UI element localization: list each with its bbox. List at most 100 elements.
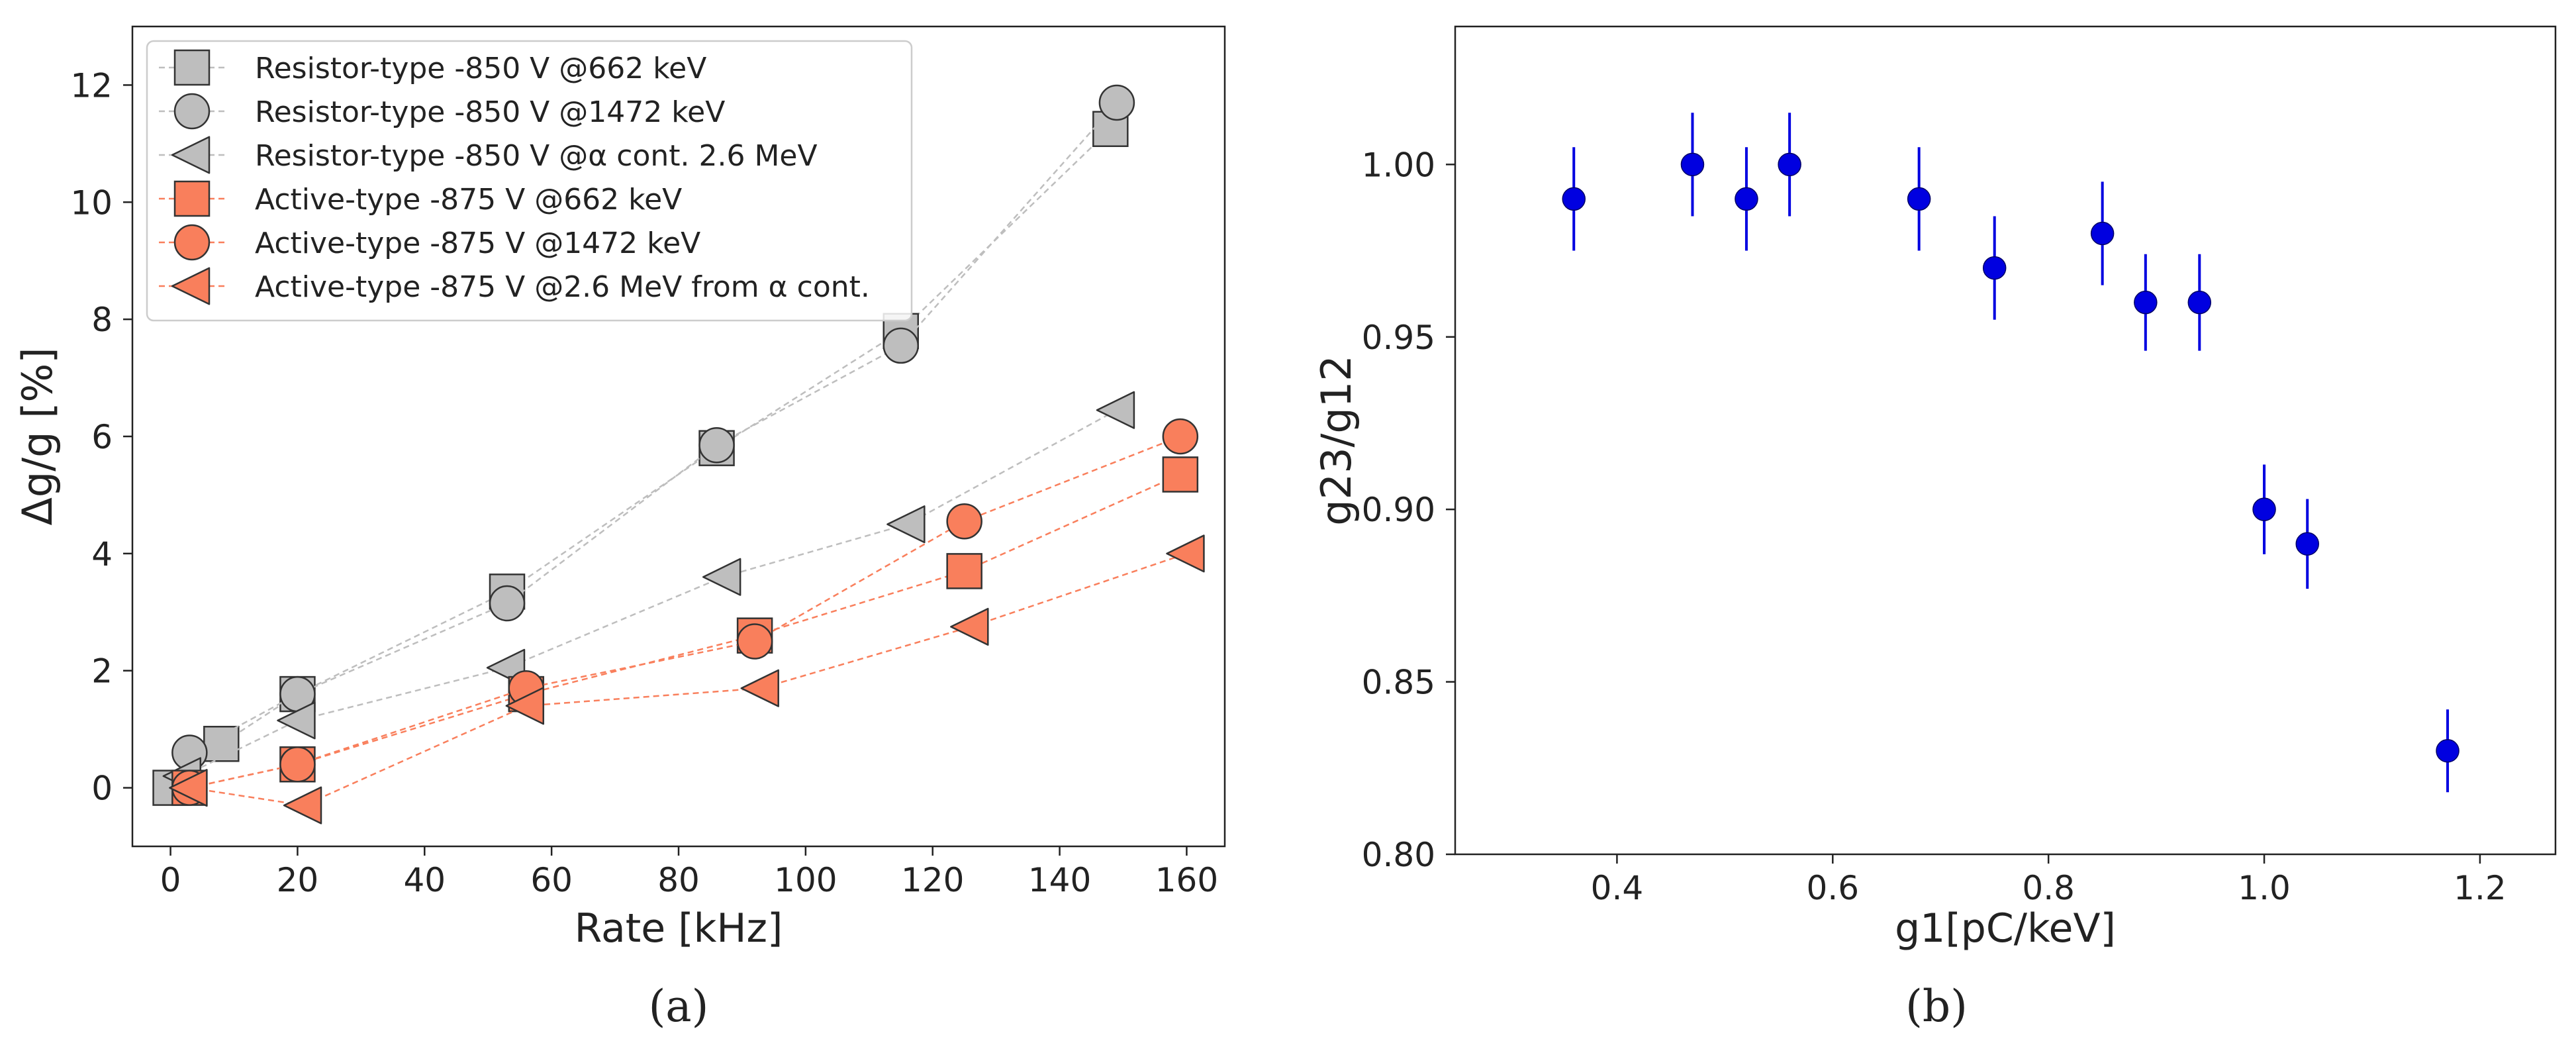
legend-label: Active-type -875 V @662 keV [255,183,682,217]
y-tick-label-b: 0.85 [1362,664,1435,702]
series-line-4 [189,435,1181,789]
data-point-7 [2134,290,2158,315]
y-tick-label-a: 0 [91,770,113,808]
data-point-11 [2436,739,2459,763]
series-gain-ratio [1562,113,2459,793]
y-axis-label-b: g23/g12 [1312,355,1360,525]
legend-label: Resistor-type -850 V @α cont. 2.6 MeV [255,139,818,173]
y-tick-label-b: 0.90 [1362,491,1435,529]
data-point-1-2 [489,585,526,622]
y-tick-label-b: 1.00 [1362,146,1435,184]
legend-marker [173,49,211,86]
x-tick-label-a: 0 [160,861,181,899]
y-tick-label-a: 12 [70,66,113,105]
legend-a: Resistor-type -850 V @662 keV Resistor-ty… [146,40,913,322]
data-point-3-4 [946,553,982,589]
y-tick-label-a: 2 [91,652,113,691]
data-point-3-5 [1162,456,1199,493]
legend-entry-resistor-type-850-v-662-kev: Resistor-type -850 V @662 keV [159,49,706,86]
y-tick-label-b: 0.80 [1362,836,1435,874]
x-tick-label-a: 100 [774,861,837,899]
data-point-1-5 [1098,84,1135,121]
legend-entry-active-type-875-v-662-kev: Active-type -875 V @662 keV [159,180,682,217]
y-axis-label-a: Δg/g [%] [13,347,62,525]
data-point-0-1 [203,726,240,762]
panel-a-rate-dependence: 0 20 40 60 80 100 120 140 160 0 2 4 6 8 10 12 Rate [kHz]… [13,25,1226,1032]
legend-marker [173,180,211,217]
data-point-2-4 [886,505,926,544]
data-point-5-5 [1166,534,1205,573]
legend-entry-resistor-type-850-v-1472-kev: Resistor-type -850 V @1472 keV [159,93,725,130]
x-axis-label-b: g1[pC/keV] [1895,905,2116,952]
data-point-2-1 [277,701,316,740]
x-axis-label-a: Rate [kHz] [575,905,783,952]
legend-marker [173,93,211,130]
data-point-2-5 [1096,391,1135,429]
panel-label-b: (b) [1905,981,1968,1032]
data-point-4-5 [1162,418,1199,455]
data-point-5-0 [169,769,208,807]
data-point-4-1 [279,746,316,783]
legend-label: Active-type -875 V @2.6 MeV from α cont. [255,270,870,304]
legend-label: Active-type -875 V @1472 keV [255,226,700,260]
series-resistor-type-850-v-cont-2-6-mev [162,391,1135,795]
legend-entry-resistor-type-850-v-cont-2-6-mev: Resistor-type -850 V @α cont. 2.6 MeV [159,136,818,174]
data-point-1 [1680,152,1705,177]
x-tick-label-a: 20 [277,861,319,899]
x-tick-label-a: 160 [1155,861,1218,899]
panel-label-a: (a) [649,981,709,1032]
data-point-5-2 [505,687,545,725]
y-tick-label-a: 4 [91,535,113,574]
data-point-5-1 [283,786,322,825]
legend-marker [171,267,211,305]
legend-box [146,40,913,322]
data-point-4-4 [946,503,982,540]
data-point-5 [1982,256,2007,280]
x-tick-label-a: 80 [657,861,700,899]
series-line-3 [189,474,1181,789]
x-tick-label-b: 0.4 [1591,869,1644,907]
x-tick-label-a: 140 [1028,861,1091,899]
series-line-1 [189,102,1118,754]
panel-b-gain-ratio: 0.4 0.6 0.8 1.0 1.2 0.80 0.85 0.90 0.95 1.00 g1[pC… [1312,25,2557,1032]
plot-frame-b [1454,25,2557,856]
series-active-type-875-v-2-6-mev-from-cont [169,534,1205,825]
legend-label: Resistor-type -850 V @1472 keV [255,95,725,129]
y-tick-label-b: 0.95 [1362,319,1435,357]
data-point-1-4 [883,327,920,364]
x-tick-label-b: 0.8 [2022,869,2075,907]
x-tick-label-b: 1.2 [2454,869,2506,907]
data-point-4 [1907,187,1931,211]
y-tick-label-a: 10 [70,183,113,222]
data-point-2 [1735,187,1758,211]
series-active-type-875-v-1472-kev [171,418,1199,806]
series-resistor-type-850-v-1472-kev [171,84,1135,771]
data-point-0 [1562,187,1586,211]
x-tick-label-a: 60 [530,861,573,899]
data-point-4-3 [736,623,773,660]
series-line-2 [183,409,1118,777]
x-tick-label-b: 1.0 [2238,869,2291,907]
data-point-5-3 [740,669,779,707]
series-line-5 [189,552,1187,807]
series-active-type-875-v-662-kev [171,456,1199,806]
data-point-1-3 [698,427,735,464]
data-point-2-3 [702,558,741,596]
legend-marker [173,224,211,261]
legend-entry-active-type-875-v-1472-kev: Active-type -875 V @1472 keV [159,224,700,261]
x-tick-label-b: 0.6 [1807,869,1860,907]
data-point-9 [2252,497,2276,521]
y-tick-label-a: 6 [91,418,113,456]
data-point-6 [2090,221,2115,246]
data-point-10 [2295,532,2319,556]
legend-label: Resistor-type -850 V @662 keV [255,52,706,85]
x-tick-label-a: 120 [901,861,964,899]
data-point-3 [1778,152,1801,177]
legend-marker [171,136,211,174]
x-tick-label-a: 40 [403,861,446,899]
legend-entry-active-type-875-v-2-6-mev-from-cont: Active-type -875 V @2.6 MeV from α cont. [159,267,870,305]
y-tick-label-a: 8 [91,301,113,339]
data-point-8 [2187,290,2212,315]
data-point-5-4 [950,607,989,646]
